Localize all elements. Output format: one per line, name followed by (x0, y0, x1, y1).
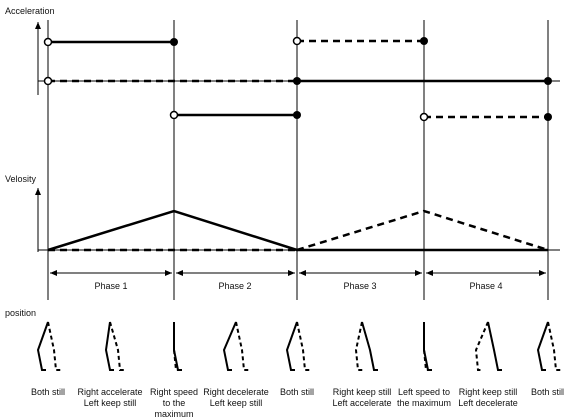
caption-line: Left keep still (84, 398, 137, 408)
position-label: position (5, 308, 36, 318)
stick-figure (287, 322, 310, 370)
leg-right (424, 322, 432, 370)
phase-label: Phase 1 (94, 281, 127, 291)
stick-figure (538, 322, 561, 370)
leg-left (548, 322, 561, 370)
caption-line: Both still (280, 387, 314, 397)
leg-right (488, 322, 502, 370)
caption-line: Right speed (150, 387, 198, 397)
caption-line: Both still (31, 387, 65, 397)
leg-left (236, 322, 249, 370)
caption-line: Both still (531, 387, 564, 397)
leg-left (297, 322, 310, 370)
caption-line: Right decelerate (203, 387, 269, 397)
stick-figure (424, 322, 432, 370)
leg-right (224, 322, 236, 370)
caption-line: Right keep still (459, 387, 518, 397)
diagram: Acceleration Velosity Phase 1 Phase 2 Ph… (0, 0, 564, 419)
caption-line: Left speed to (398, 387, 450, 397)
leg-left (110, 322, 125, 370)
phase-label: Phase 2 (218, 281, 251, 291)
stick-figure (174, 322, 182, 370)
velocity-label: Velosity (5, 174, 37, 184)
phase-label: Phase 3 (343, 281, 376, 291)
stick-figure (356, 322, 378, 370)
caption-line: the maximum (397, 398, 451, 408)
stick-figure (38, 322, 61, 370)
caption-line: Right keep still (333, 387, 392, 397)
leg-right (287, 322, 297, 370)
caption-line: Left keep still (210, 398, 263, 408)
leg-right (538, 322, 548, 370)
caption-line: Left decelerate (458, 398, 518, 408)
phase-label: Phase 4 (469, 281, 502, 291)
caption-line: maximum (154, 409, 193, 419)
caption: Both still (531, 387, 564, 397)
stick-figure (106, 322, 125, 370)
stick-figure (224, 322, 249, 370)
leg-right (362, 322, 378, 370)
caption: Both still (31, 387, 65, 397)
acceleration-label: Acceleration (5, 6, 55, 16)
caption: Both still (280, 387, 314, 397)
leg-left (356, 322, 363, 370)
leg-right (174, 322, 182, 370)
caption-line: Left accelerate (332, 398, 391, 408)
leg-left (476, 322, 488, 370)
velocity-plot (48, 211, 548, 250)
caption-line: to the (163, 398, 186, 408)
guides (48, 20, 548, 300)
stick-figure (476, 322, 502, 370)
caption-line: Right accelerate (77, 387, 142, 397)
acceleration-plot (45, 37, 553, 121)
leg-right (38, 322, 48, 370)
leg-left (48, 322, 61, 370)
